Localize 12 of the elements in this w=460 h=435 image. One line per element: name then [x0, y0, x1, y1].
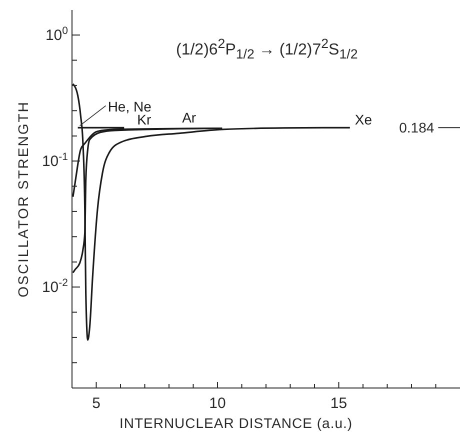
y-tick-label: 10$^{0}$: [45, 25, 68, 44]
series-label: Xe: [354, 112, 372, 128]
x-axis-title: INTERNUCLEAR DISTANCE (a.u.): [119, 415, 353, 431]
y-tick-label: 10$^{-2}$: [42, 277, 68, 296]
y-axis-title: OSCILLATOR STRENGTH: [15, 100, 31, 298]
y-tick-label: 10$^{-1}$: [42, 151, 68, 170]
x-tick-label: 10: [209, 395, 226, 412]
series-label: Ar: [182, 109, 196, 126]
x-tick-label: 5: [92, 395, 100, 412]
text: (1/2)6$^{2}$P$_{1/2}$ → (1/2)7$^{2}$S$_{1/2}$: [176, 36, 358, 62]
ref-line-label: 0.184: [399, 120, 434, 136]
x-tick-label: 15: [330, 395, 348, 412]
